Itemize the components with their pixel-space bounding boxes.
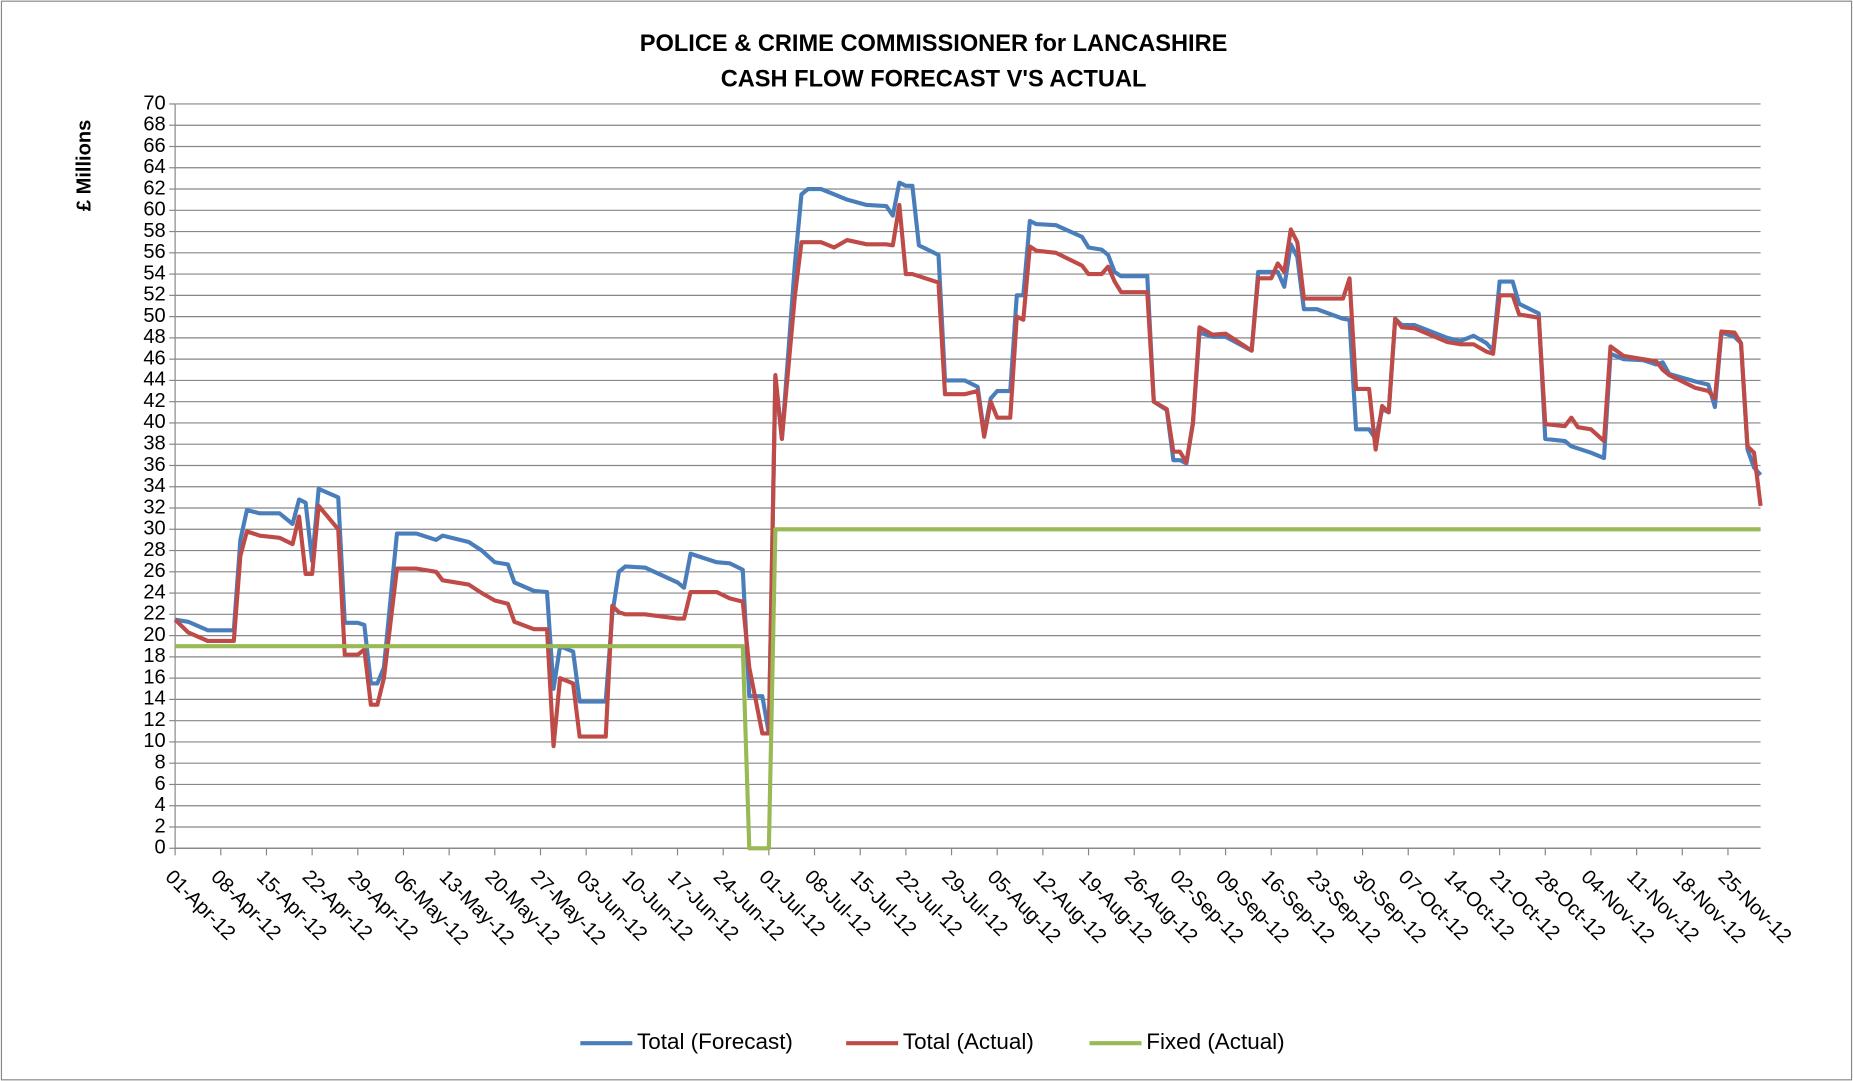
legend-label: Total (Forecast) bbox=[637, 1029, 793, 1054]
y-tick-label: 70 bbox=[143, 92, 165, 114]
y-tick-label: 16 bbox=[143, 666, 165, 688]
y-tick-label: 68 bbox=[143, 114, 165, 136]
y-tick-label: 12 bbox=[143, 709, 165, 731]
chart-title: POLICE & CRIME COMMISSIONER for LANCASHI… bbox=[640, 31, 1228, 57]
y-tick-label: 50 bbox=[143, 305, 165, 327]
chart-title: CASH FLOW FORECAST V'S ACTUAL bbox=[721, 67, 1147, 93]
y-tick-label: 36 bbox=[143, 454, 165, 476]
y-tick-label: 64 bbox=[143, 156, 165, 178]
y-tick-label: 54 bbox=[143, 262, 165, 284]
y-tick-label: 46 bbox=[143, 347, 165, 369]
series-line bbox=[173, 202, 1763, 749]
y-tick-label: 38 bbox=[143, 433, 165, 455]
y-tick-label: 4 bbox=[154, 794, 165, 816]
y-tick-label: 6 bbox=[154, 773, 165, 795]
y-tick-label: 0 bbox=[154, 837, 165, 859]
y-tick-label: 20 bbox=[143, 624, 165, 646]
y-tick-label: 14 bbox=[143, 688, 165, 710]
y-tick-label: 62 bbox=[143, 177, 165, 199]
y-tick-label: 32 bbox=[143, 496, 165, 518]
y-tick-label: 10 bbox=[143, 730, 165, 752]
series-line bbox=[174, 180, 1763, 736]
y-tick-label: 30 bbox=[143, 518, 165, 540]
series-line bbox=[175, 527, 1761, 851]
y-tick-label: 48 bbox=[143, 326, 165, 348]
y-tick-label: 22 bbox=[143, 603, 165, 625]
y-tick-label: 26 bbox=[143, 560, 165, 582]
y-tick-label: 28 bbox=[143, 539, 165, 561]
legend-label: Total (Actual) bbox=[903, 1029, 1034, 1054]
y-tick-label: 24 bbox=[143, 581, 165, 603]
legend-label: Fixed (Actual) bbox=[1146, 1029, 1284, 1054]
y-tick-label: 58 bbox=[143, 220, 165, 242]
y-tick-label: 52 bbox=[143, 284, 165, 306]
y-tick-label: 44 bbox=[143, 369, 165, 391]
y-tick-label: 40 bbox=[143, 411, 165, 433]
y-tick-label: 66 bbox=[143, 135, 165, 157]
y-tick-label: 60 bbox=[143, 199, 165, 221]
y-tick-label: 8 bbox=[154, 751, 165, 773]
y-tick-label: 34 bbox=[143, 475, 165, 497]
y-tick-label: 42 bbox=[143, 390, 165, 412]
y-tick-label: 18 bbox=[143, 645, 165, 667]
y-tick-label: 56 bbox=[143, 241, 165, 263]
y-tick-label: 2 bbox=[154, 815, 165, 837]
y-axis-label: £ Millions bbox=[74, 120, 96, 211]
